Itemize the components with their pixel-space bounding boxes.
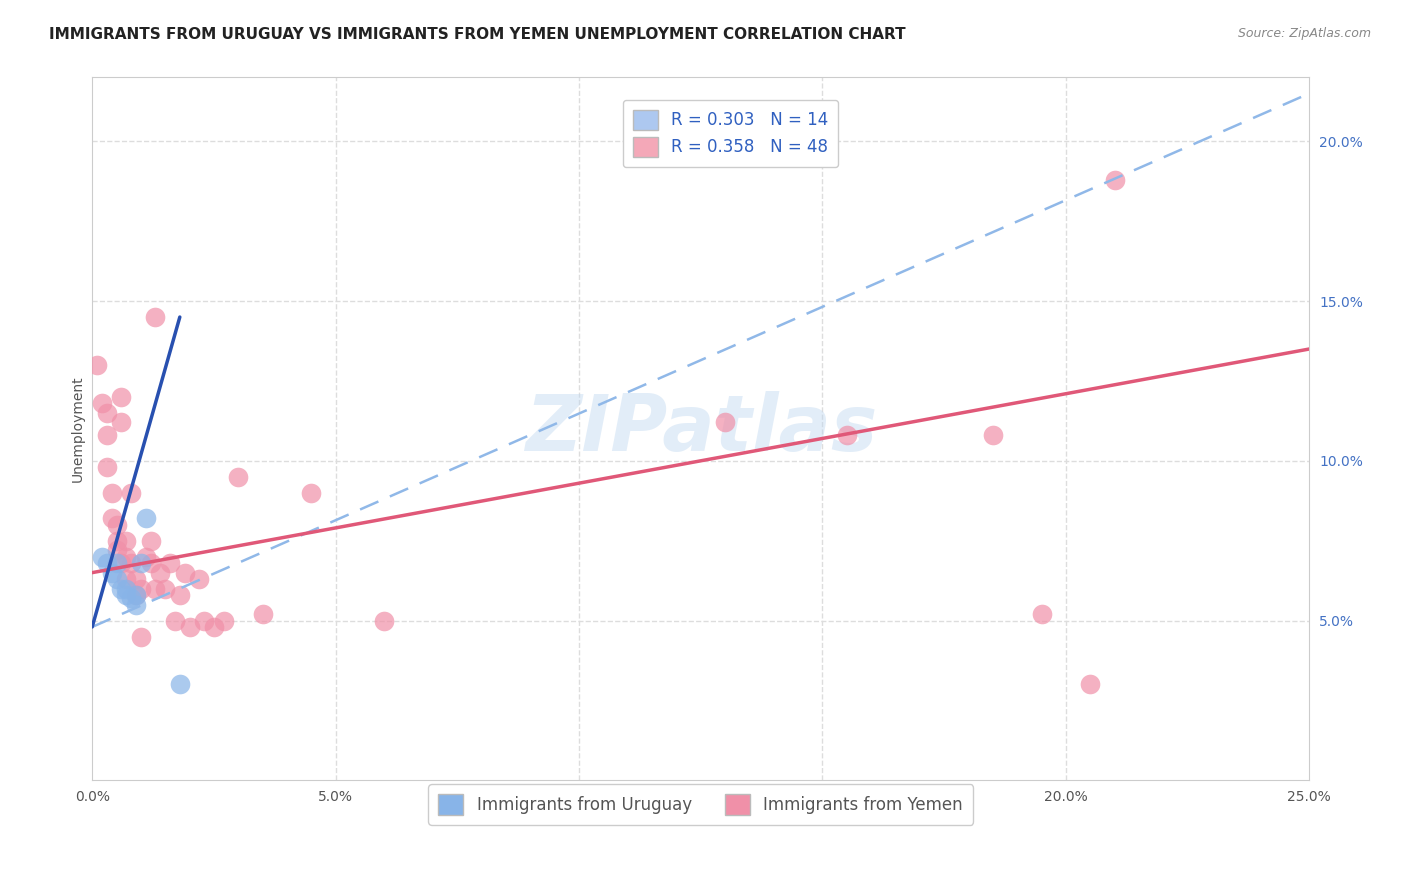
Point bbox=[159, 556, 181, 570]
Point bbox=[1078, 677, 1101, 691]
Point bbox=[252, 607, 274, 622]
Point bbox=[169, 677, 191, 691]
Point bbox=[714, 416, 737, 430]
Point bbox=[96, 556, 118, 570]
Point bbox=[125, 588, 148, 602]
Point bbox=[105, 572, 128, 586]
Point bbox=[90, 549, 112, 564]
Point bbox=[105, 533, 128, 548]
Point bbox=[226, 470, 249, 484]
Point bbox=[125, 572, 148, 586]
Point bbox=[115, 582, 138, 596]
Point bbox=[110, 416, 132, 430]
Point bbox=[145, 582, 167, 596]
Point bbox=[373, 614, 395, 628]
Point bbox=[129, 582, 152, 596]
Point bbox=[163, 614, 186, 628]
Point bbox=[120, 485, 142, 500]
Y-axis label: Unemployment: Unemployment bbox=[72, 376, 86, 483]
Point bbox=[115, 572, 138, 586]
Point bbox=[125, 598, 148, 612]
Point bbox=[96, 460, 118, 475]
Point bbox=[173, 566, 195, 580]
Point bbox=[149, 566, 172, 580]
Point bbox=[1031, 607, 1053, 622]
Point bbox=[1104, 172, 1126, 186]
Point bbox=[120, 556, 142, 570]
Point bbox=[139, 556, 162, 570]
Point bbox=[105, 543, 128, 558]
Point bbox=[135, 549, 157, 564]
Point bbox=[202, 620, 225, 634]
Point bbox=[155, 582, 177, 596]
Point bbox=[145, 310, 167, 324]
Point bbox=[125, 588, 148, 602]
Point bbox=[105, 517, 128, 532]
Text: Source: ZipAtlas.com: Source: ZipAtlas.com bbox=[1237, 27, 1371, 40]
Point bbox=[110, 582, 132, 596]
Text: ZIPatlas: ZIPatlas bbox=[524, 391, 877, 467]
Point bbox=[129, 556, 152, 570]
Point bbox=[115, 588, 138, 602]
Point bbox=[105, 556, 128, 570]
Point bbox=[981, 428, 1004, 442]
Point bbox=[299, 485, 322, 500]
Point bbox=[115, 549, 138, 564]
Point bbox=[110, 556, 132, 570]
Point bbox=[100, 566, 122, 580]
Point bbox=[188, 572, 211, 586]
Point bbox=[212, 614, 235, 628]
Point bbox=[169, 588, 191, 602]
Point bbox=[96, 428, 118, 442]
Point bbox=[129, 630, 152, 644]
Point bbox=[100, 511, 122, 525]
Point bbox=[100, 485, 122, 500]
Point bbox=[120, 591, 142, 606]
Point bbox=[139, 533, 162, 548]
Point bbox=[135, 511, 157, 525]
Point bbox=[179, 620, 201, 634]
Point bbox=[90, 396, 112, 410]
Point bbox=[96, 406, 118, 420]
Text: IMMIGRANTS FROM URUGUAY VS IMMIGRANTS FROM YEMEN UNEMPLOYMENT CORRELATION CHART: IMMIGRANTS FROM URUGUAY VS IMMIGRANTS FR… bbox=[49, 27, 905, 42]
Point bbox=[193, 614, 215, 628]
Point bbox=[86, 358, 108, 372]
Legend: Immigrants from Uruguay, Immigrants from Yemen: Immigrants from Uruguay, Immigrants from… bbox=[429, 784, 973, 825]
Point bbox=[115, 533, 138, 548]
Point bbox=[835, 428, 858, 442]
Point bbox=[110, 390, 132, 404]
